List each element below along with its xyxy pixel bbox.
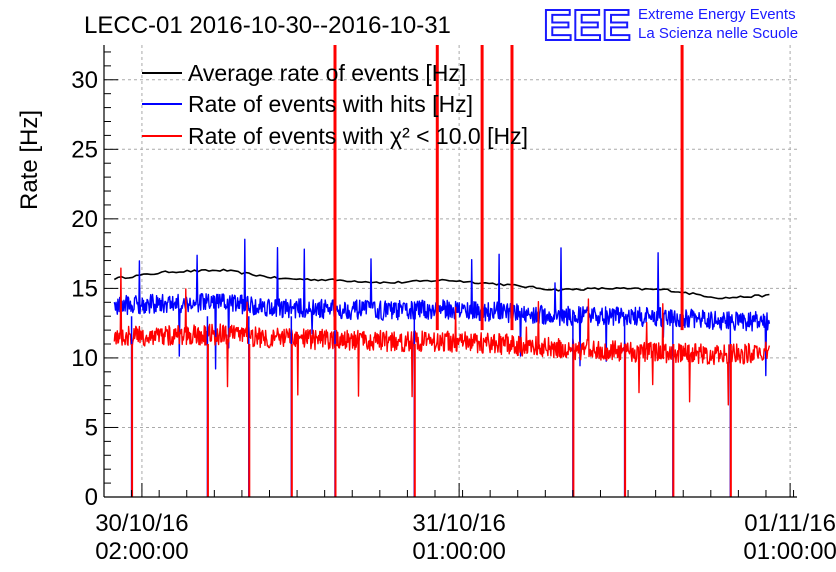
logo-line-1: Extreme Energy Events xyxy=(638,6,796,23)
series-layer xyxy=(113,45,771,497)
legend-label-hits: Rate of events with hits [Hz] xyxy=(188,91,473,117)
y-tick-label-4: 20 xyxy=(71,206,98,233)
x-tick-date-2: 01/11/16 xyxy=(744,510,836,537)
y-tick-label-3: 15 xyxy=(71,275,98,302)
legend-label-average: Average rate of events [Hz] xyxy=(188,60,466,86)
eee-logo: EEE Extreme Energy Events La Scienza nel… xyxy=(542,0,798,51)
series-line-1 xyxy=(113,238,771,377)
x-tick-time-2: 01:00:00 xyxy=(743,538,836,565)
chart-title: LECC-01 2016-10-30--2016-10-31 xyxy=(84,12,451,39)
y-tick-label-2: 10 xyxy=(71,345,98,372)
logo-line-2: La Scienza nelle Scuole xyxy=(638,25,798,42)
legend: Average rate of events [Hz] Rate of even… xyxy=(142,60,528,149)
series-line-0 xyxy=(113,268,770,300)
legend-label-chi2: Rate of events with χ² < 10.0 [Hz] xyxy=(188,123,528,149)
y-tick-label-6: 30 xyxy=(71,67,98,94)
y-tick-label-1: 5 xyxy=(85,414,98,441)
y-axis-label: Rate [Hz] xyxy=(16,110,43,210)
tick-labels: 05101520253030/10/1602:00:0031/10/1601:0… xyxy=(71,67,836,565)
y-tick-label-5: 25 xyxy=(71,136,98,163)
y-tick-label-0: 0 xyxy=(85,484,98,511)
x-tick-time-1: 01:00:00 xyxy=(412,538,505,565)
axes xyxy=(103,45,797,498)
x-tick-date-0: 30/10/16 xyxy=(95,510,188,537)
eee-logo-mark: EEE xyxy=(543,1,631,50)
x-tick-date-1: 31/10/16 xyxy=(412,510,505,537)
x-tick-time-0: 02:00:00 xyxy=(95,538,188,565)
series-line-2 xyxy=(113,267,771,406)
